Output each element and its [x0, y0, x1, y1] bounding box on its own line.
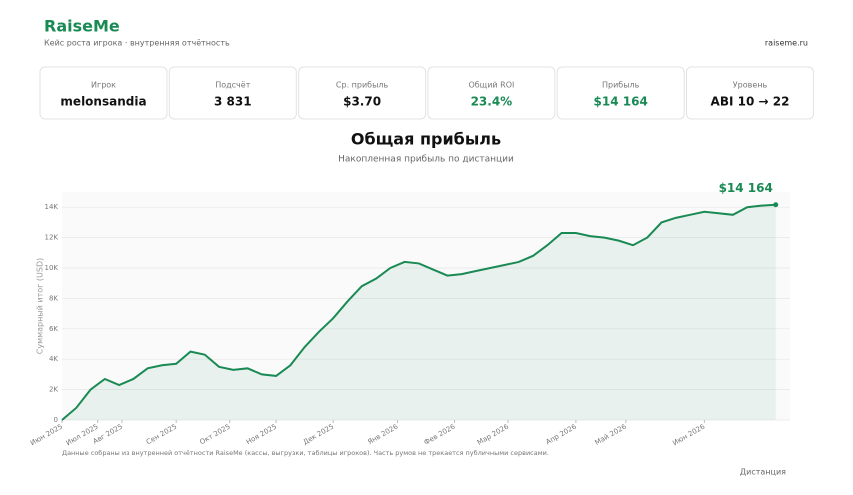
- stat-value: melonsandia: [60, 95, 146, 109]
- subtitle: Кейс роста игрока · внутренняя отчётност…: [44, 39, 230, 48]
- stat-label: Подсчёт: [215, 81, 250, 90]
- stat-card: [39, 66, 168, 120]
- x-tick-label: Окт 2025: [198, 423, 231, 447]
- chart-title: Общая прибыль: [351, 130, 501, 149]
- y-tick-label: 10K: [45, 264, 59, 272]
- x-tick-label: Янв 2026: [366, 422, 400, 446]
- end-point: [773, 202, 779, 208]
- line: [61, 203, 776, 421]
- plot-area: [62, 192, 790, 420]
- stat-value: ABI 10 → 22: [711, 95, 790, 109]
- x-axis-label: Дистанция: [740, 468, 786, 477]
- y-tick-label: 0: [54, 416, 58, 424]
- stat-card: [556, 66, 685, 120]
- end-label: $14 164: [719, 181, 773, 195]
- x-tick-label: Июн 2025: [29, 423, 64, 448]
- area-fill: [62, 204, 776, 420]
- stat-value: 3 831: [214, 95, 252, 109]
- y-tick-label: 2K: [49, 386, 58, 394]
- stat-label: Уровень: [733, 81, 768, 90]
- y-tick-label: 14K: [45, 203, 59, 211]
- chart-subtitle: Накопленная прибыль по дистанции: [338, 155, 514, 165]
- x-tick-label: Фев 2026: [423, 422, 457, 446]
- x-tick-label: Сен 2025: [145, 423, 178, 447]
- y-tick-label: 12K: [45, 234, 59, 242]
- stat-card: [427, 66, 556, 120]
- stat-value: $14 164: [594, 95, 648, 109]
- x-tick-label: Мар 2026: [476, 422, 511, 447]
- site: raiseme.ru: [765, 39, 808, 48]
- stat-label: Прибыль: [602, 81, 640, 90]
- stat-label: Ср. прибыль: [336, 81, 389, 90]
- x-tick-label: Апр 2026: [545, 422, 579, 446]
- stat-label: Общий ROI: [468, 81, 514, 90]
- x-tick-label: Ноя 2025: [245, 423, 278, 447]
- y-axis-label: Суммарный итог (USD): [36, 258, 45, 355]
- brand: RaiseMe: [44, 17, 120, 36]
- stat-label: Игрок: [91, 81, 116, 90]
- stat-card: [298, 66, 427, 120]
- stat-card: [168, 66, 297, 120]
- y-tick-label: 4K: [49, 355, 58, 363]
- x-tick-label: Дек 2025: [302, 423, 335, 447]
- stat-value: 23.4%: [471, 95, 513, 109]
- stat-value: $3.70: [343, 95, 381, 109]
- y-tick-label: 8K: [49, 294, 58, 302]
- x-tick-label: Июн 2026: [671, 422, 706, 447]
- footnote: Данные собраны из внутренней отчётности …: [62, 449, 549, 457]
- stat-card: [686, 66, 814, 120]
- x-tick-label: Май 2026: [594, 422, 629, 447]
- y-tick-label: 6K: [49, 325, 58, 333]
